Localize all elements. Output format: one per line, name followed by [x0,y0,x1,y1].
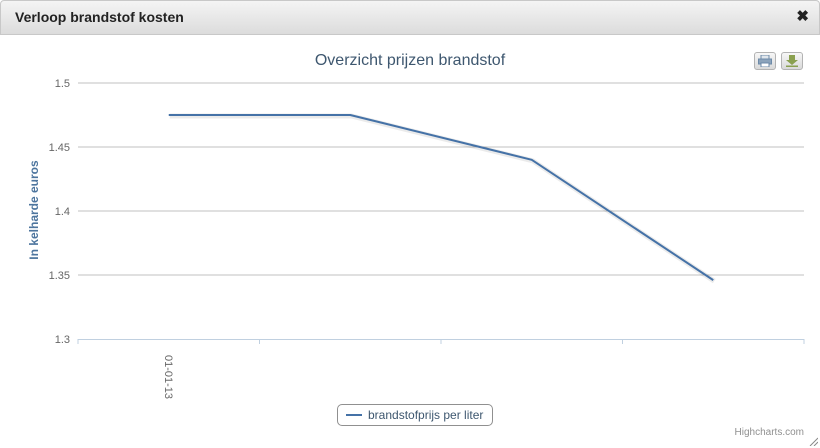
y-tick-label: 1.3 [55,334,70,346]
chart-title: Overzicht prijzen brandstof [314,52,506,69]
resize-handle-icon[interactable] [808,436,818,446]
legend-item[interactable]: brandstofprijs per liter [337,404,493,426]
download-icon [786,55,798,67]
printer-icon [758,55,772,67]
series-line-shadow [169,113,716,284]
chart-container: 1.3 1.35 1.4 1.45 1.5 01-01-13 In kelharde e… [0,36,820,448]
dialog-titlebar[interactable]: Verloop brandstof kosten ✖ [0,0,820,35]
series-group [168,113,716,284]
y-tick-label: 1.45 [49,142,70,154]
y-axis-ticks: 1.3 1.35 1.4 1.45 1.5 [49,78,70,346]
grid-lines [78,82,804,276]
dialog-title: Verloop brandstof kosten [15,9,184,25]
legend-swatch [346,414,362,416]
y-axis-label: In kelharde euros [27,160,41,260]
download-button[interactable] [781,52,803,70]
credits-link[interactable]: Highcharts.com [734,427,804,438]
x-axis: 01-01-13 [77,339,805,399]
x-tick-label: 01-01-13 [162,355,174,399]
close-icon[interactable]: ✖ [796,8,809,25]
series-line[interactable] [168,114,714,281]
y-tick-label: 1.4 [55,206,70,218]
legend-label: brandstofprijs per liter [368,408,484,422]
print-button[interactable] [754,52,776,70]
y-tick-label: 1.35 [49,270,70,282]
y-tick-label: 1.5 [55,78,70,90]
chart-plot: 1.3 1.35 1.4 1.45 1.5 01-01-13 In kelharde e… [27,78,805,399]
